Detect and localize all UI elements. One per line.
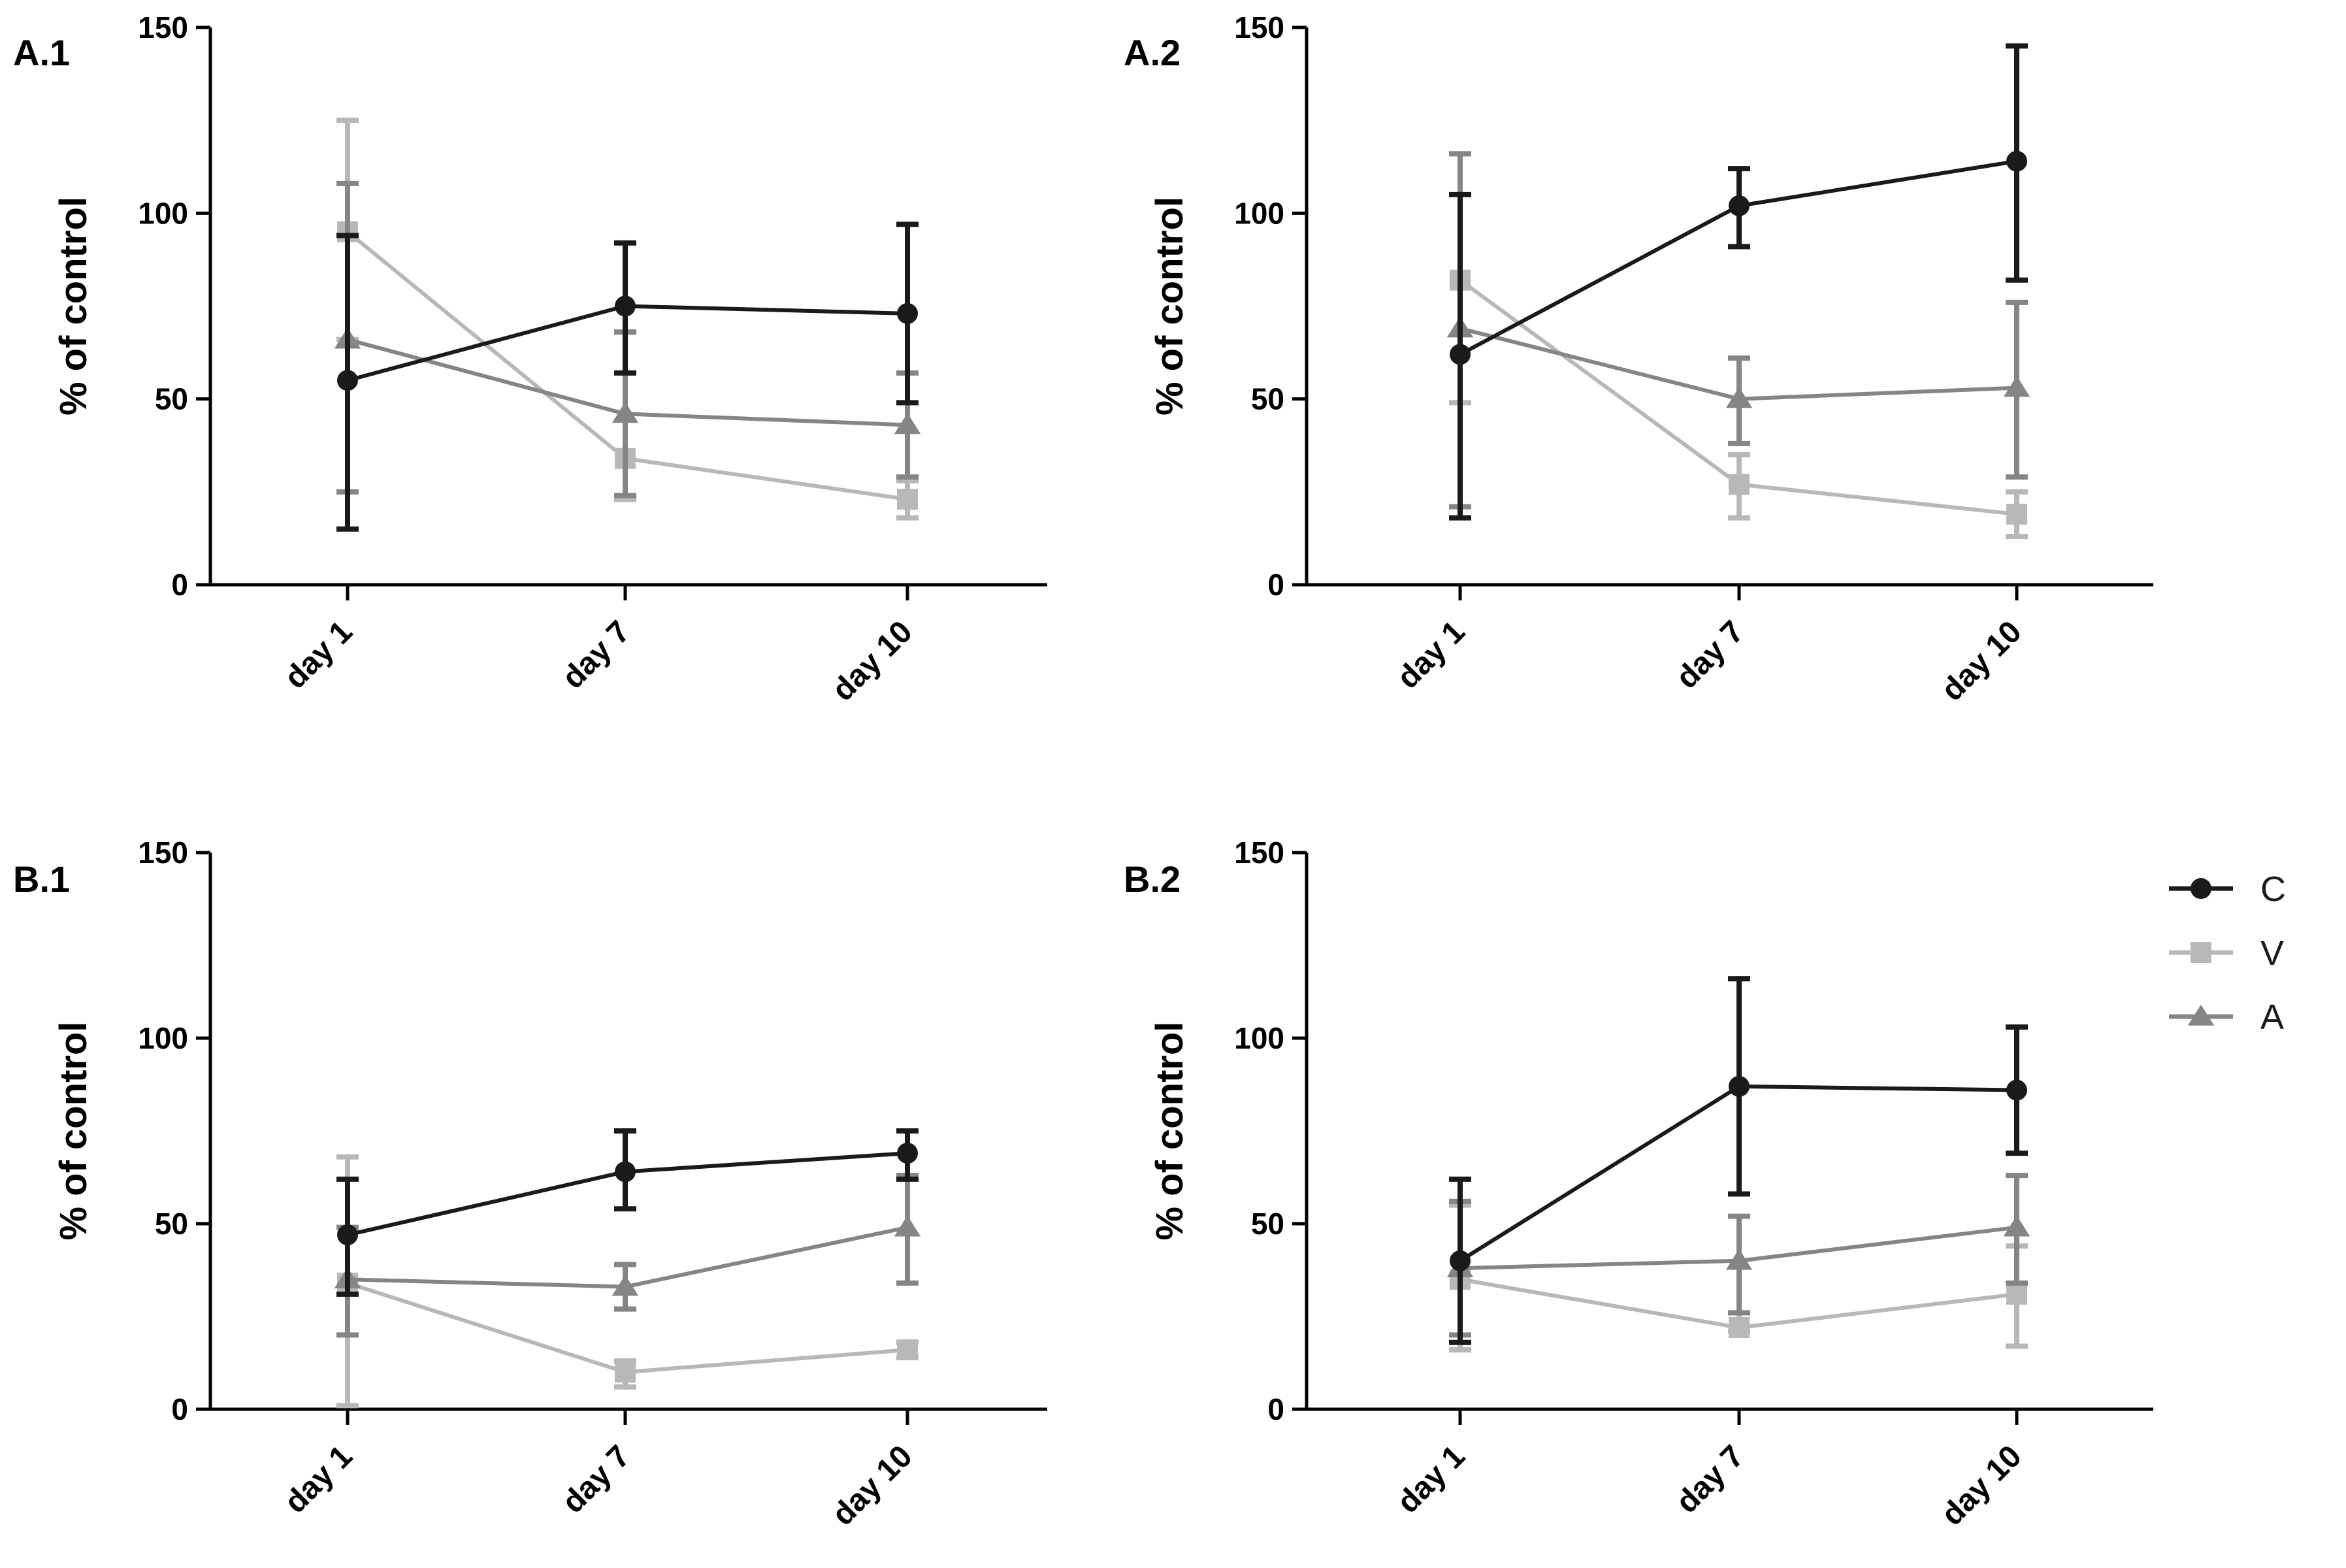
x-tick-label: day 1 <box>1391 1439 1472 1520</box>
data-point <box>897 302 918 324</box>
data-point <box>894 1215 921 1237</box>
series-C <box>1449 976 2028 1345</box>
data-point <box>2006 150 2027 172</box>
y-tick-label: 150 <box>1234 836 1284 870</box>
square-icon <box>2191 942 2211 963</box>
y-axis-label: % of control <box>1149 197 1191 416</box>
series-A <box>334 1173 921 1338</box>
data-point <box>615 1362 636 1383</box>
y-tick-label: 150 <box>138 10 188 44</box>
y-axis-label: % of control <box>52 1021 95 1240</box>
y-tick-label: 50 <box>1251 382 1284 416</box>
series-C <box>336 1128 919 1297</box>
triangle-icon <box>2187 1004 2215 1026</box>
y-axis-label: % of control <box>1149 1021 1191 1240</box>
x-tick-label: day 7 <box>1670 1439 1751 1520</box>
data-point <box>1729 474 1750 495</box>
data-point <box>897 489 918 510</box>
panel-b-1: B.1 0 50 100 150 % of control day 1 day 7 day 10 <box>13 836 1047 1532</box>
data-point <box>2003 1215 2030 1237</box>
x-tick-label: day 10 <box>1935 614 2028 708</box>
data-point <box>611 402 639 423</box>
data-point <box>337 1224 358 1246</box>
x-tick-label: day 7 <box>556 1439 637 1520</box>
data-point <box>894 413 921 434</box>
data-point <box>1450 1250 1471 1271</box>
y-tick-label: 0 <box>171 1392 188 1426</box>
y-tick-label: 100 <box>138 196 188 230</box>
legend-label: A <box>2260 998 2284 1037</box>
y-tick-label: 50 <box>1251 1207 1284 1241</box>
data-point <box>2006 1283 2027 1305</box>
legend: CVA <box>2169 870 2286 1037</box>
y-tick-label: 150 <box>138 836 188 870</box>
x-tick-label: day 1 <box>1391 614 1472 695</box>
data-point <box>615 1161 636 1183</box>
x-tick-label: day 1 <box>278 614 359 695</box>
y-tick-label: 0 <box>1267 568 1284 602</box>
panel-label: A.2 <box>1124 32 1181 73</box>
y-tick-label: 100 <box>1234 196 1284 230</box>
panel-b-2: B.2 0 50 100 150 % of control day 1 day 7 day 10 <box>1124 836 2153 1532</box>
data-point <box>2006 1079 2027 1101</box>
data-point <box>2006 503 2027 525</box>
data-point <box>1729 195 1750 216</box>
x-tick-label: day 10 <box>1935 1439 2028 1532</box>
panel-label: B.2 <box>1124 858 1181 900</box>
data-point <box>615 295 636 317</box>
x-tick-label: day 7 <box>556 614 637 695</box>
y-tick-label: 100 <box>138 1021 188 1055</box>
x-tick-label: day 10 <box>826 614 919 708</box>
data-point <box>337 370 358 391</box>
panel-label: A.1 <box>13 32 70 73</box>
circle-icon <box>2191 878 2211 899</box>
y-tick-label: 50 <box>155 1207 188 1241</box>
legend-item-A: A <box>2169 998 2284 1037</box>
data-point <box>1450 344 1471 365</box>
x-tick-label: day 7 <box>1670 614 1751 695</box>
legend-label: V <box>2260 934 2284 973</box>
x-tick-label: day 1 <box>278 1439 359 1520</box>
series-C <box>1449 43 2028 521</box>
panel-a-1: A.1 0 50 100 150 % of control day 1 day 7 day 10 <box>13 10 1047 708</box>
legend-item-V: V <box>2169 934 2284 973</box>
y-tick-label: 150 <box>1234 10 1284 44</box>
data-point <box>1729 1075 1750 1097</box>
x-tick-label: day 10 <box>826 1439 919 1532</box>
data-point <box>897 1339 918 1361</box>
y-tick-label: 0 <box>1267 1392 1284 1426</box>
data-point <box>1725 387 1753 408</box>
y-axis-label: % of control <box>52 197 95 416</box>
panel-label: B.1 <box>13 858 70 900</box>
series-C <box>336 221 919 532</box>
legend-label: C <box>2260 870 2286 909</box>
y-tick-label: 50 <box>155 382 188 416</box>
panel-a-2: A.2 0 50 100 150 % of control day 1 day 7 day 10 <box>1124 10 2153 708</box>
data-point <box>2003 376 2030 397</box>
data-point <box>1729 1317 1750 1339</box>
series-A <box>1446 1173 2030 1338</box>
y-tick-label: 0 <box>171 568 188 602</box>
y-tick-label: 100 <box>1234 1021 1284 1055</box>
data-point <box>1725 1249 1753 1270</box>
data-point <box>897 1143 918 1164</box>
data-point <box>611 1275 639 1296</box>
legend-item-C: C <box>2169 870 2286 909</box>
